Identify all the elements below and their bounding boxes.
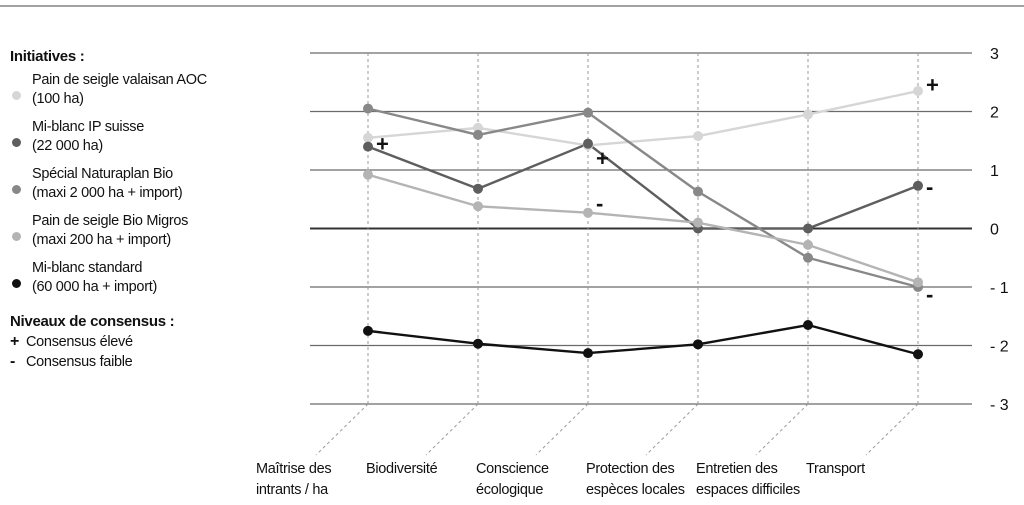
- data-point: [913, 180, 923, 191]
- x-tick-label: espèces locales: [586, 482, 685, 498]
- data-point: [913, 349, 923, 360]
- legend-item: Spécial Naturaplan Bio (maxi 2 000 ha + …: [10, 165, 260, 203]
- y-tick-label: - 1: [990, 280, 1009, 297]
- legend-marker-icon: [12, 279, 21, 288]
- legend-item-label: Mi-blanc IP suisse (22 000 ha): [32, 119, 144, 154]
- data-point: [363, 132, 373, 143]
- data-point: [473, 129, 483, 140]
- legend-item-label: Spécial Naturaplan Bio (maxi 2 000 ha + …: [32, 166, 183, 201]
- consensus-marker: -: [596, 191, 603, 216]
- consensus-annotations: + + - + - -: [376, 72, 939, 306]
- legend-item: Mi-blanc standard (60 000 ha + import): [10, 259, 260, 297]
- data-point: [693, 131, 703, 142]
- data-point: [693, 339, 703, 350]
- y-tick-label: - 2: [990, 339, 1009, 356]
- x-tick-label: Biodiversité: [366, 461, 438, 477]
- series-line: [367, 173, 919, 284]
- y-tick-label: 0: [990, 222, 999, 239]
- series-lines: [367, 89, 919, 356]
- legend-item: Mi-blanc IP suisse (22 000 ha): [10, 118, 260, 156]
- x-tick-label: écologique: [476, 482, 543, 498]
- category-leader-line: [535, 403, 589, 456]
- category-leader-line: [645, 403, 699, 456]
- series-line: [367, 323, 919, 356]
- consensus-marker: -: [926, 175, 933, 200]
- legend-item-label: Pain de seigle Bio Migros (maxi 200 ha +…: [32, 213, 189, 248]
- legend-item: Pain de seigle Bio Migros (maxi 200 ha +…: [10, 212, 260, 250]
- legend-marker-icon: [12, 91, 21, 100]
- consensus-title: Niveaux de consensus :: [10, 313, 175, 330]
- y-tick-label: 2: [990, 105, 999, 122]
- consensus-marker: -: [926, 282, 933, 307]
- consensus-label: Consensus faible: [26, 354, 133, 370]
- plus-icon: +: [10, 333, 20, 350]
- series-line: [367, 89, 919, 147]
- series-line: [367, 107, 919, 289]
- data-point: [803, 223, 813, 234]
- data-point: [473, 122, 483, 133]
- data-point: [363, 325, 373, 336]
- x-tick-label: intrants / ha: [256, 482, 329, 498]
- minus-icon: -: [10, 353, 16, 370]
- category-leader-line: [865, 403, 919, 456]
- data-point: [693, 217, 703, 228]
- data-point: [913, 86, 923, 97]
- legend-item-label: Pain de seigle valaisan AOC (100 ha): [32, 72, 207, 107]
- data-points: [363, 86, 923, 360]
- consensus-marker: +: [376, 131, 389, 156]
- data-point: [583, 107, 593, 118]
- gridlines: [310, 52, 972, 405]
- x-tick-label: Conscience: [476, 461, 549, 477]
- data-point: [693, 186, 703, 197]
- consensus-marker: +: [596, 146, 609, 171]
- category-leader-line: [315, 403, 369, 456]
- consensus-marker: +: [926, 72, 939, 97]
- data-point: [803, 239, 813, 250]
- x-tick-label: espaces difficiles: [696, 482, 800, 498]
- consensus-item: + Consensus élevé: [10, 332, 260, 352]
- legend-marker-icon: [12, 232, 21, 241]
- legend-item: Pain de seigle valaisan AOC (100 ha): [10, 71, 260, 109]
- series-line: [367, 142, 919, 230]
- x-tick-label: Maîtrise des: [256, 461, 331, 477]
- data-point: [363, 169, 373, 180]
- data-point: [473, 201, 483, 212]
- data-point: [803, 109, 813, 120]
- y-tick-label: - 3: [990, 397, 1009, 414]
- data-point: [583, 138, 593, 149]
- legend-item-label: Mi-blanc standard (60 000 ha + import): [32, 260, 157, 295]
- data-point: [803, 320, 813, 331]
- consensus-item: - Consensus faible: [10, 352, 260, 372]
- legend-title: Initiatives :: [10, 48, 85, 65]
- consensus-label: Consensus élevé: [26, 334, 133, 350]
- legend-marker-icon: [12, 138, 21, 147]
- data-point: [363, 103, 373, 114]
- x-axis-labels: Maîtrise des intrants / ha Biodiversité Con…: [256, 461, 865, 498]
- y-tick-label: 3: [990, 46, 999, 63]
- legend: Initiatives : Pain de seigle valaisan AO…: [10, 48, 260, 372]
- y-tick-label: 1: [990, 163, 999, 180]
- category-leader-line: [755, 403, 809, 456]
- x-tick-label: Protection des: [586, 461, 675, 477]
- x-tick-label: Entretien des: [696, 461, 778, 477]
- data-point: [913, 277, 923, 288]
- data-point: [363, 141, 373, 152]
- data-point: [473, 183, 483, 194]
- data-point: [803, 252, 813, 263]
- legend-marker-icon: [12, 185, 21, 194]
- data-point: [473, 338, 483, 349]
- y-axis-ticks: 3 2 1 0 - 1 - 2 - 3: [990, 46, 1009, 414]
- x-tick-label: Transport: [806, 461, 865, 477]
- data-point: [583, 207, 593, 218]
- category-leader-line: [425, 403, 479, 456]
- category-guides: [315, 53, 919, 456]
- data-point: [583, 348, 593, 359]
